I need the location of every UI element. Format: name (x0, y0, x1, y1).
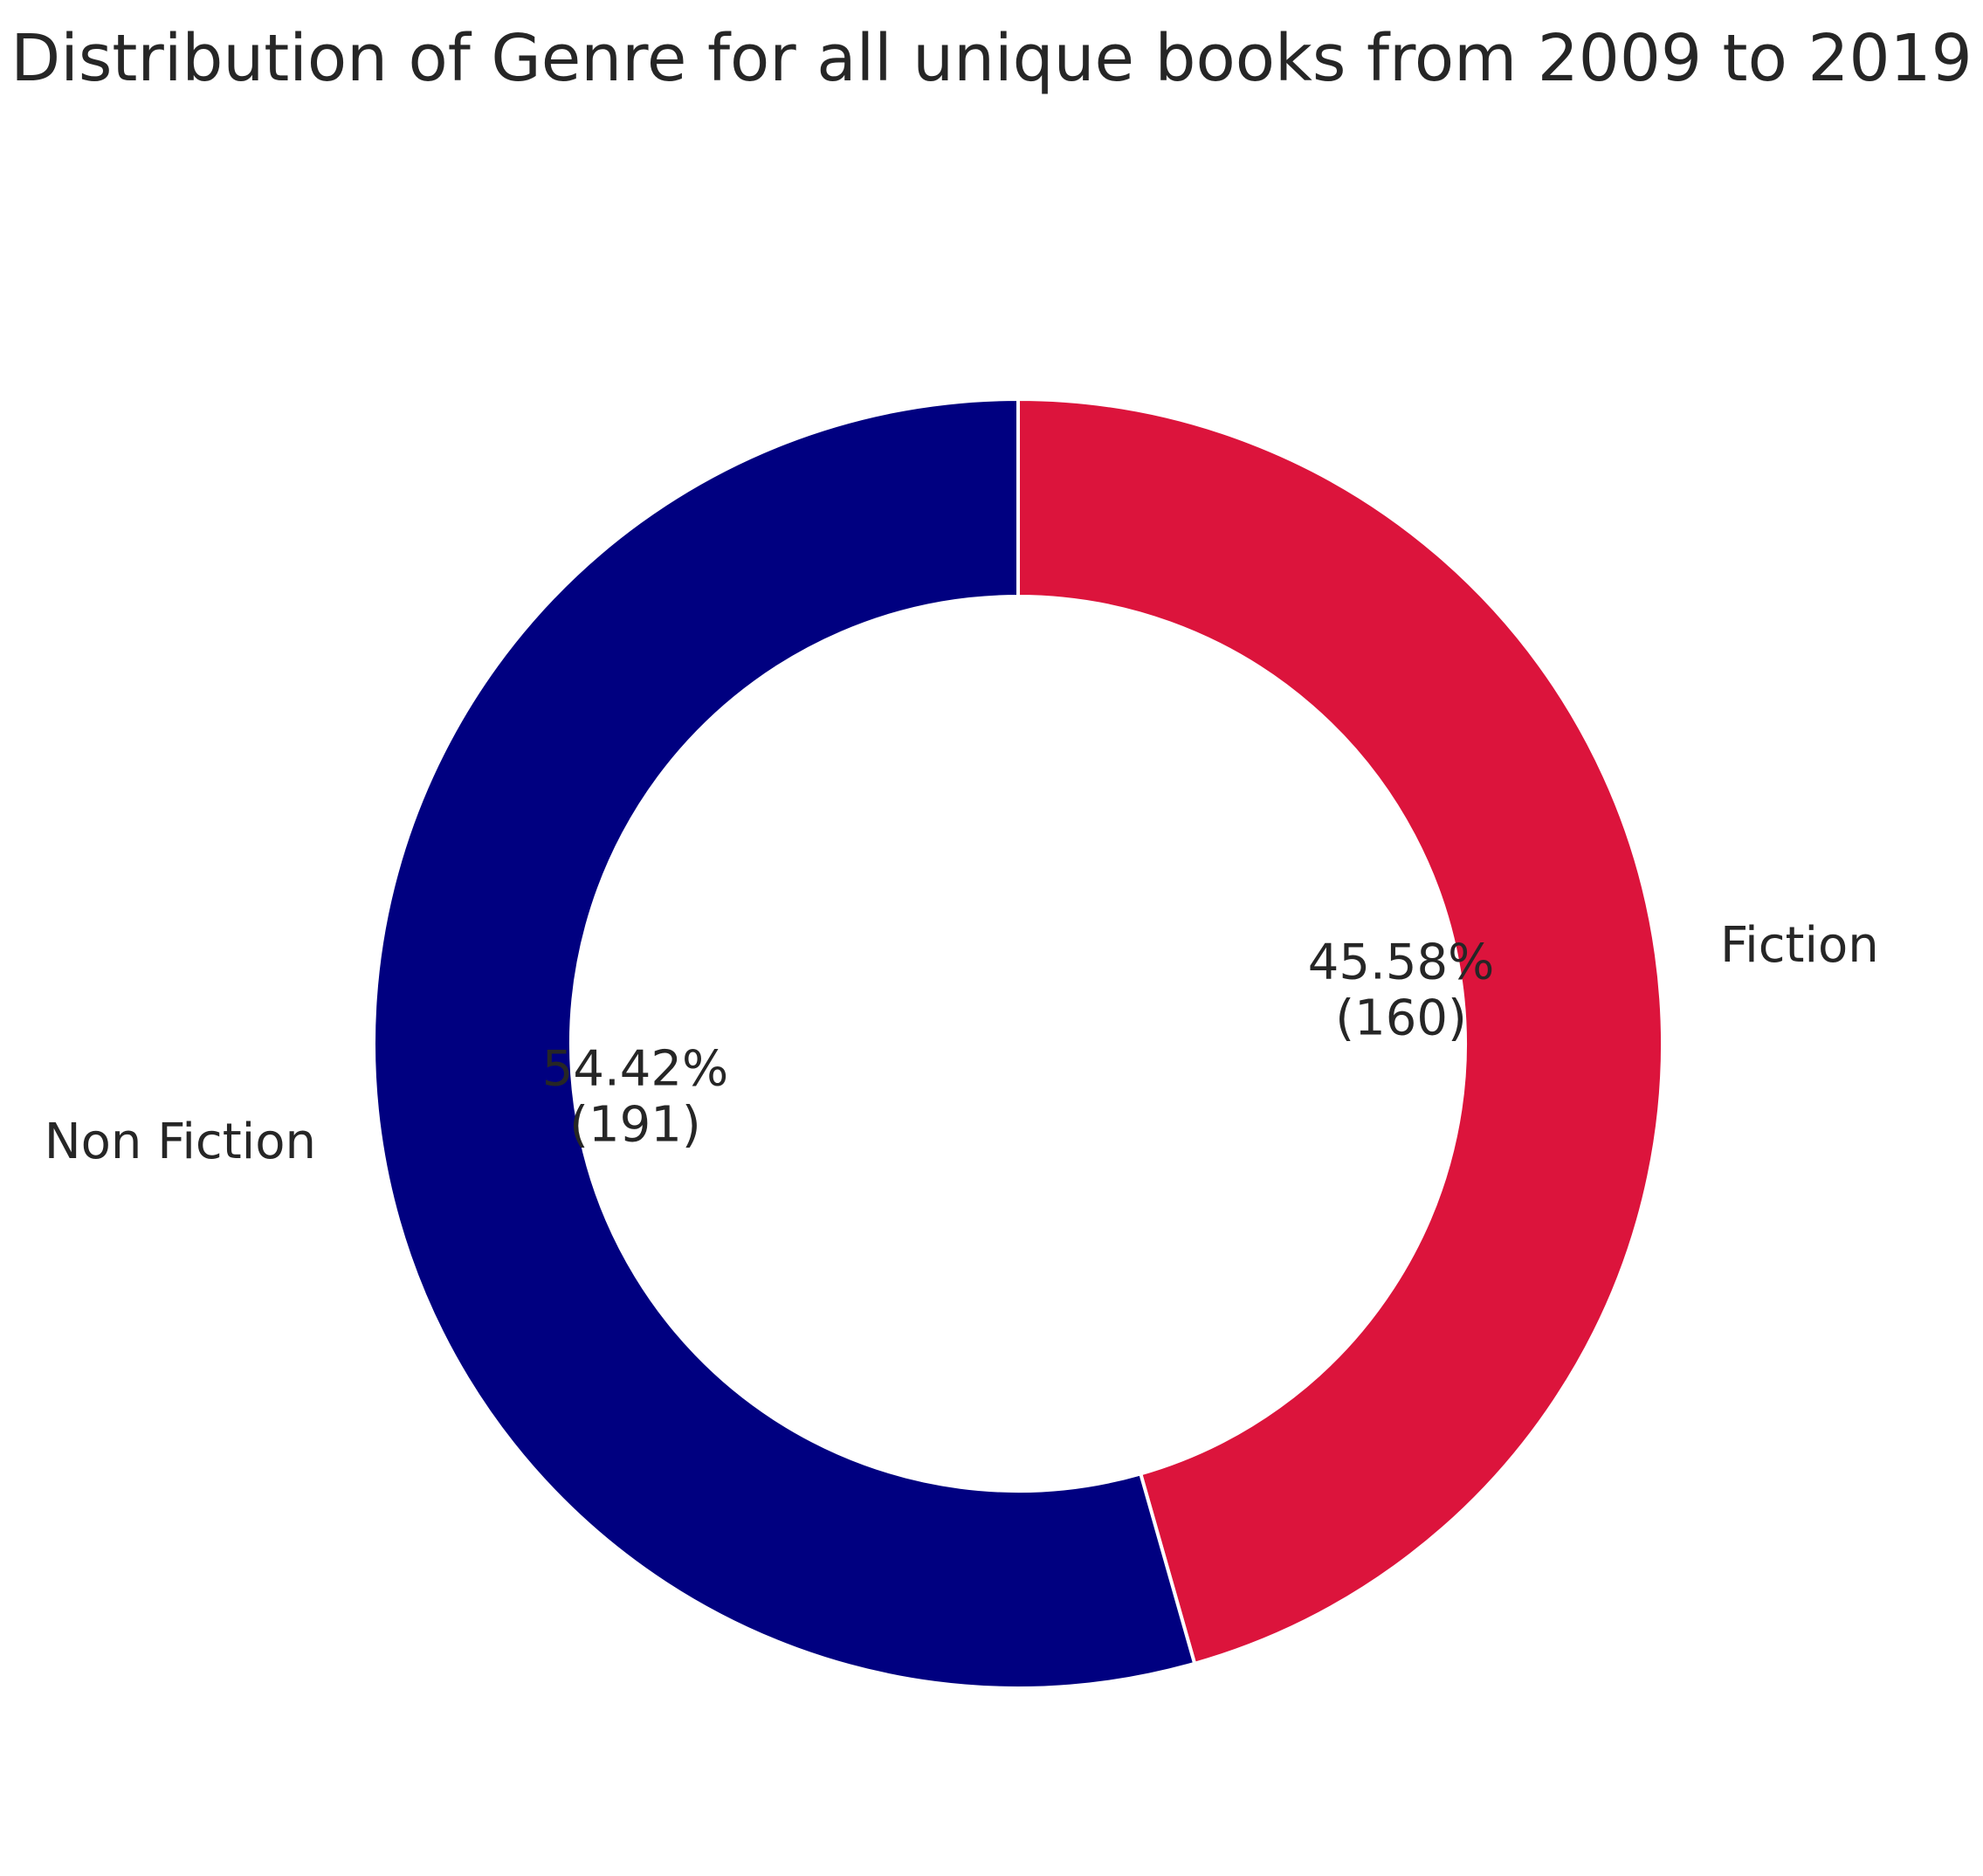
count-label-non-fiction: (191) (569, 1097, 701, 1154)
wedge-fiction (1016, 397, 1664, 1666)
label-group: Fiction 45.58%(160) Non Fiction 54.42%(191) (45, 917, 1879, 1170)
wedge-group (372, 397, 1664, 1690)
chart-title: Distribution of Genre for all unique boo… (10, 21, 1973, 96)
percent-label-fiction: 45.58% (1308, 934, 1495, 990)
slice-label-fiction: Fiction (1720, 917, 1879, 974)
slice-label-non-fiction: Non Fiction (45, 1114, 316, 1170)
count-label-fiction: (160) (1335, 990, 1467, 1046)
wedge-non-fiction (372, 397, 1197, 1690)
percent-label-non-fiction: 54.42% (542, 1041, 729, 1098)
